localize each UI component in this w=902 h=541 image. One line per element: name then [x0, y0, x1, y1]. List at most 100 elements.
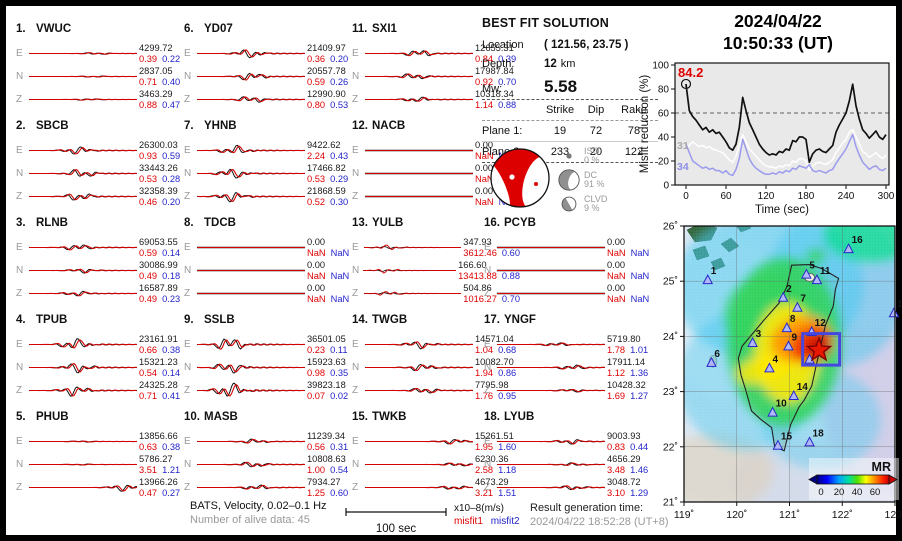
station-number: 11. — [352, 23, 368, 35]
misfit2-value: 1.21 — [162, 464, 181, 475]
data-description: BATS, Velocity, 0.02–0.1 Hz Number of al… — [190, 500, 327, 527]
svg-text:1: 1 — [711, 266, 717, 277]
station-block-YULB: 13. YULB E 347.93 3612.46 0.60 N 166.60 13413.88… — [352, 213, 520, 310]
trace-values: 504.86 1016.27 0.70 — [463, 283, 520, 304]
svg-text:60: 60 — [658, 109, 670, 120]
station-number: 12. — [352, 120, 368, 132]
station-number: 9. — [184, 314, 194, 326]
misfit1-value: 1.25 — [307, 487, 326, 498]
misfit1-value: 0.71 — [139, 390, 158, 401]
svg-text:17: 17 — [897, 299, 902, 310]
misfit2-value: 0.31 — [330, 441, 349, 452]
waveform-trace — [197, 438, 305, 444]
amplitude-value: 9422.62 — [307, 140, 341, 150]
misfit1-value: 1.12 — [607, 367, 626, 378]
event-time: 10:50:33 (UT) — [723, 33, 833, 53]
station-name: SSLB — [204, 314, 235, 326]
svg-text:100: 100 — [652, 61, 669, 72]
misfit2-value: 0.38 — [162, 441, 181, 452]
map-station-triangle-icon — [788, 389, 800, 401]
dc-label: DC — [584, 169, 597, 180]
misfit2-value: 0.20 — [162, 196, 181, 207]
misfit2-value: 0.26 — [330, 76, 349, 87]
svg-text:3: 3 — [756, 329, 762, 340]
station-name: PHUB — [36, 411, 69, 423]
waveform-trace — [497, 439, 605, 445]
misfit2-value: 0.27 — [162, 487, 181, 498]
trace-row-N: N 2837.05 0.71 0.40 — [16, 65, 184, 88]
trace-values: 26300.03 0.93 0.59 — [139, 140, 180, 161]
misfit1-value: 0.56 — [307, 441, 326, 452]
waveform-trace — [363, 291, 462, 296]
component-label: E — [184, 48, 191, 59]
waveform-trace — [29, 75, 137, 78]
misfit1-value: NaN — [307, 247, 326, 258]
station-number: 4. — [16, 314, 26, 326]
trace-row-Z: Z 32358.39 0.46 0.20 — [16, 185, 184, 208]
svg-text:4: 4 — [772, 354, 778, 365]
iso-pct: 0 % — [584, 155, 600, 165]
station-block-PCYB: 16. PCYB E 0.00 NaN NaN N 0.00 NaN NaN Z 0.00 NaN NaN — [484, 213, 652, 310]
trace-values: 14571.04 1.04 0.68 — [475, 334, 516, 355]
component-label: N — [16, 265, 24, 276]
station-name: PCYB — [504, 217, 536, 229]
amplitude-value: 347.93 — [463, 237, 492, 247]
amplitude-units-label: x10–8(m/s) — [454, 503, 505, 514]
best-fit-solution-panel: BEST FIT SOLUTION Location ( 121.56, 23.… — [482, 16, 666, 163]
misfit1-value: 3.21 — [475, 487, 494, 498]
amplitude-value: 0.00 — [607, 237, 626, 247]
trace-values: 16587.89 0.49 0.23 — [139, 283, 180, 304]
decomposition-list: ISO 0 % DC 91 % — [556, 144, 607, 216]
misfit2-value: NaN — [630, 293, 650, 304]
waveform-trace — [497, 269, 605, 272]
station-name: MASB — [204, 411, 238, 423]
trace-values: 5786.27 3.51 1.21 — [139, 454, 180, 475]
station-header: 2. SBCB — [16, 116, 184, 139]
col-rake: Rake — [621, 104, 647, 116]
trace-row-E: E 12655.31 0.84 0.39 — [352, 42, 520, 65]
misfit1-value: NaN — [475, 150, 494, 161]
misfit2-value: 0.43 — [330, 150, 349, 161]
trace-row-N: N 166.60 13413.88 0.88 — [352, 259, 520, 282]
trace-values: 30086.99 0.49 0.18 — [139, 260, 180, 281]
moment-tensor-graphics: ISO 0 % DC 91 % — [484, 144, 666, 216]
fault-plane-table: Strike Dip Rake Plane 1: 19 72 78 Plane … — [482, 99, 658, 163]
misfit1-value: 0.83 — [607, 441, 626, 452]
misfit1-value: NaN — [307, 270, 326, 281]
time-scalebar: 100 sec — [344, 504, 448, 535]
misfit2-value: 0.59 — [162, 150, 181, 161]
component-label: Z — [352, 385, 359, 396]
amplitude-value: 15923.63 — [307, 357, 346, 367]
misfit1-value: 0.84 — [475, 53, 494, 64]
station-header: 13. YULB — [352, 213, 520, 236]
amplitude-value: 17466.82 — [307, 163, 346, 173]
depth-unit: km — [560, 58, 576, 70]
trace-values: 3463.29 0.88 0.47 — [139, 89, 180, 110]
misfit2-value: 0.38 — [162, 344, 181, 355]
waveform-trace — [29, 98, 137, 101]
waveform-trace — [365, 485, 473, 490]
component-label: N — [352, 362, 360, 373]
svg-text:Time (sec): Time (sec) — [755, 204, 809, 216]
svg-text:16: 16 — [852, 235, 864, 246]
misfit1-value: 1.04 — [475, 344, 494, 355]
trace-values: 17987.84 0.92 0.70 — [475, 66, 516, 87]
plane1-row: Plane 1: 19 72 78 — [482, 121, 658, 142]
map-station-triangle-icon — [792, 301, 803, 312]
misfit1-value: 2.24 — [307, 150, 326, 161]
svg-text:5: 5 — [809, 261, 815, 272]
svg-text:120˚: 120˚ — [726, 509, 747, 521]
waveform-trace — [29, 386, 137, 398]
amplitude-value: 12990.90 — [307, 89, 346, 99]
trace-row-N: N 33443.26 0.53 0.28 — [16, 162, 184, 185]
amplitude-value: 0.00 — [475, 163, 494, 173]
svg-text:120: 120 — [758, 191, 775, 202]
trace-row-E: E 36501.05 0.23 0.11 — [184, 333, 352, 356]
svg-text:12: 12 — [815, 318, 827, 329]
station-number: 15. — [352, 411, 368, 423]
dc-pct: 91 % — [584, 179, 605, 189]
waveform-trace — [197, 49, 305, 59]
station-number: 14. — [352, 314, 368, 326]
